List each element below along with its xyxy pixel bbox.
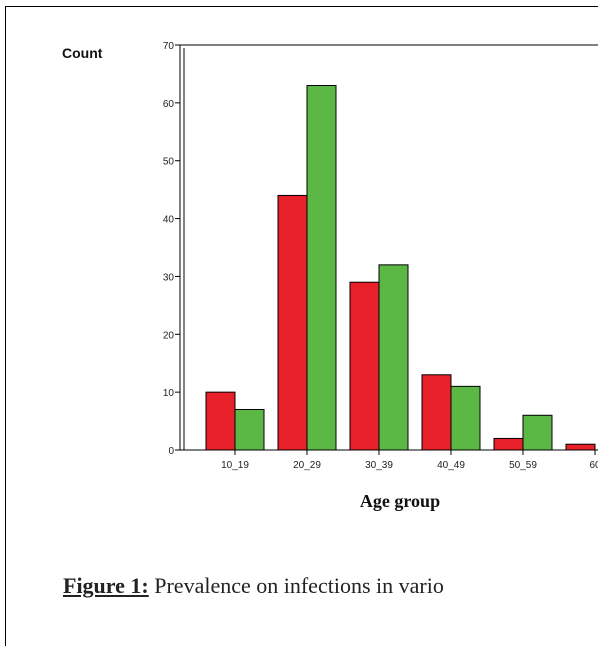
bar	[522, 414, 553, 451]
bars	[205, 85, 596, 451]
y-axis: 0 10 20 30 40 50 60 70	[163, 41, 598, 457]
bar	[493, 437, 524, 451]
caption-text: Prevalence on infections in vario	[148, 573, 444, 598]
x-tick-label: 10_19	[221, 460, 249, 471]
bar	[378, 264, 409, 451]
x-tick-label: 20_29	[293, 460, 321, 471]
figure-caption: Figure 1: Prevalence on infections in va…	[63, 573, 444, 599]
bar	[277, 194, 308, 451]
y-tick-label: 60	[163, 99, 175, 110]
bar	[349, 281, 380, 451]
y-axis-label: Count	[62, 45, 103, 61]
y-tick-label: 70	[163, 41, 175, 52]
y-tick-label: 20	[163, 330, 175, 341]
x-tick-label: 60	[589, 460, 598, 471]
x-axis-label: Age group	[359, 491, 441, 511]
x-axis: 10_19 20_29 30_39 40_49 50_59 60	[180, 449, 598, 471]
x-tick-label: 40_49	[437, 460, 465, 471]
x-tick-label: 50_59	[509, 460, 537, 471]
bar	[421, 374, 452, 451]
caption-label: Figure 1:	[63, 573, 149, 598]
y-tick-label: 10	[163, 388, 175, 399]
y-tick-label: 0	[168, 446, 174, 457]
bar	[565, 443, 596, 451]
bar	[205, 391, 236, 451]
figure-frame	[5, 6, 598, 646]
bar	[450, 385, 481, 451]
bar	[306, 85, 337, 451]
y-tick-label: 30	[163, 272, 175, 283]
y-tick-label: 50	[163, 157, 175, 168]
bar	[234, 409, 265, 451]
x-tick-label: 30_39	[365, 460, 393, 471]
y-tick-label: 40	[163, 215, 175, 226]
bar-chart: 0 10 20 30 40 50 60 70 10_19 20_29 30_39 40_49 50_5…	[163, 41, 598, 471]
